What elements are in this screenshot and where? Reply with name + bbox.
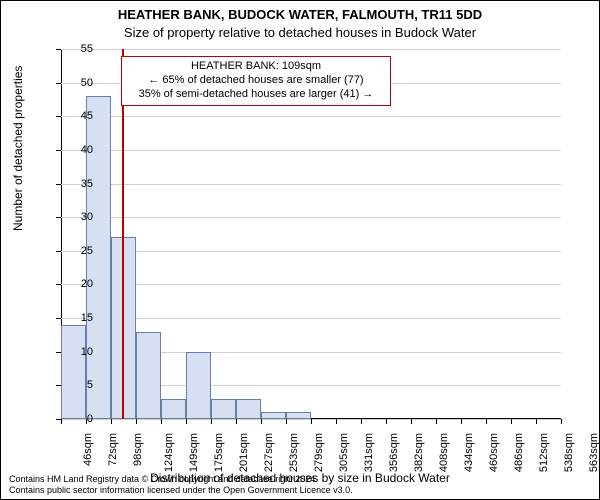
- xtick-mark: [161, 419, 162, 424]
- xtick-mark: [461, 419, 462, 424]
- ytick-mark: [56, 184, 61, 185]
- histogram-bar: [186, 352, 211, 419]
- ytick-mark: [56, 83, 61, 84]
- xtick-mark: [236, 419, 237, 424]
- histogram-bar: [286, 412, 311, 419]
- xtick-mark: [436, 419, 437, 424]
- ytick-label: 10: [63, 346, 93, 358]
- ytick-mark: [56, 217, 61, 218]
- gridline: [61, 184, 561, 185]
- xtick-mark: [61, 419, 62, 424]
- ytick-label: 25: [63, 245, 93, 257]
- xtick-label: 124sqm: [163, 433, 175, 472]
- gridline: [61, 318, 561, 319]
- ytick-label: 15: [63, 312, 93, 324]
- xtick-label: 98sqm: [132, 433, 144, 466]
- xtick-label: 563sqm: [588, 433, 600, 472]
- xtick-mark: [386, 419, 387, 424]
- chart-title-line1: HEATHER BANK, BUDOCK WATER, FALMOUTH, TR…: [1, 7, 599, 22]
- xtick-label: 408sqm: [438, 433, 450, 472]
- xtick-mark: [486, 419, 487, 424]
- histogram-bar: [236, 399, 261, 419]
- ytick-label: 55: [63, 43, 93, 55]
- xtick-label: 331sqm: [363, 433, 375, 472]
- gridline: [61, 251, 561, 252]
- xtick-mark: [261, 419, 262, 424]
- xtick-label: 149sqm: [188, 433, 200, 472]
- xtick-mark: [211, 419, 212, 424]
- ytick-label: 0: [63, 413, 93, 425]
- footer-line1: Contains HM Land Registry data © Crown c…: [9, 474, 353, 485]
- xtick-label: 227sqm: [263, 433, 275, 472]
- ytick-mark: [56, 251, 61, 252]
- xtick-mark: [336, 419, 337, 424]
- annotation-line2: ← 65% of detached houses are smaller (77…: [128, 74, 384, 88]
- xtick-label: 382sqm: [413, 433, 425, 472]
- histogram-bar: [261, 412, 286, 419]
- ytick-mark: [56, 116, 61, 117]
- footer-attribution: Contains HM Land Registry data © Crown c…: [9, 474, 353, 496]
- y-axis-label: Number of detached properties: [11, 66, 25, 231]
- gridline: [61, 284, 561, 285]
- xtick-label: 175sqm: [213, 433, 225, 472]
- xtick-label: 305sqm: [338, 433, 350, 472]
- histogram-bar: [61, 325, 86, 419]
- xtick-mark: [186, 419, 187, 424]
- histogram-bar: [211, 399, 236, 419]
- xtick-mark: [136, 419, 137, 424]
- xtick-label: 538sqm: [563, 433, 575, 472]
- xtick-label: 356sqm: [388, 433, 400, 472]
- ytick-label: 40: [63, 144, 93, 156]
- annotation-line3: 35% of semi-detached houses are larger (…: [128, 88, 384, 102]
- ytick-mark: [56, 150, 61, 151]
- xtick-mark: [361, 419, 362, 424]
- ytick-mark: [56, 318, 61, 319]
- ytick-mark: [56, 49, 61, 50]
- chart-title-line2: Size of property relative to detached ho…: [1, 25, 599, 40]
- xtick-label: 72sqm: [107, 433, 119, 466]
- annotation-box: HEATHER BANK: 109sqm← 65% of detached ho…: [121, 56, 391, 105]
- gridline: [61, 49, 561, 50]
- ytick-label: 50: [63, 77, 93, 89]
- xtick-mark: [286, 419, 287, 424]
- ytick-label: 20: [63, 278, 93, 290]
- annotation-line1: HEATHER BANK: 109sqm: [128, 60, 384, 74]
- gridline: [61, 116, 561, 117]
- xtick-label: 460sqm: [488, 433, 500, 472]
- xtick-label: 201sqm: [238, 433, 250, 472]
- xtick-label: 486sqm: [513, 433, 525, 472]
- ytick-label: 30: [63, 211, 93, 223]
- xtick-label: 434sqm: [463, 433, 475, 472]
- histogram-bar: [136, 332, 161, 419]
- xtick-label: 253sqm: [288, 433, 300, 472]
- xtick-mark: [561, 419, 562, 424]
- xtick-mark: [111, 419, 112, 424]
- xtick-label: 512sqm: [538, 433, 550, 472]
- ytick-label: 5: [63, 379, 93, 391]
- xtick-mark: [411, 419, 412, 424]
- histogram-bar: [161, 399, 186, 419]
- xtick-label: 46sqm: [82, 433, 94, 466]
- ytick-mark: [56, 284, 61, 285]
- ytick-label: 45: [63, 110, 93, 122]
- plot-area: HEATHER BANK: 109sqm← 65% of detached ho…: [61, 49, 561, 419]
- xtick-label: 279sqm: [313, 433, 325, 472]
- xtick-mark: [536, 419, 537, 424]
- gridline: [61, 217, 561, 218]
- xtick-mark: [311, 419, 312, 424]
- chart-container: HEATHER BANK, BUDOCK WATER, FALMOUTH, TR…: [0, 0, 600, 500]
- footer-line2: Contains public sector information licen…: [9, 485, 353, 496]
- gridline: [61, 150, 561, 151]
- xtick-mark: [511, 419, 512, 424]
- ytick-label: 35: [63, 178, 93, 190]
